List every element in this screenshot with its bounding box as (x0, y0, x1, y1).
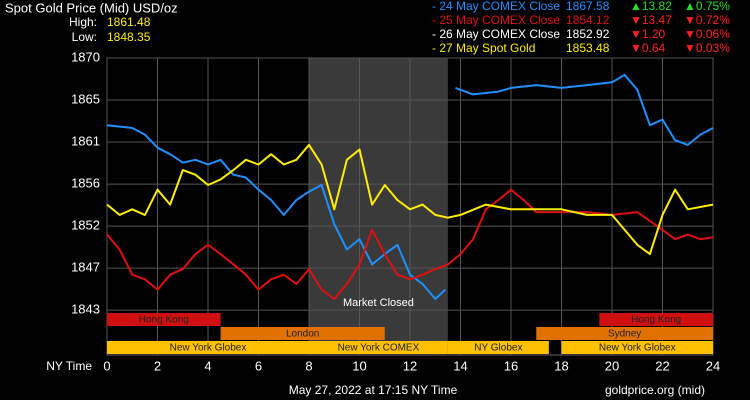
session-band: New York Globex (561, 341, 713, 354)
legend-change: ▲13.82 (630, 0, 672, 13)
session-bar (536, 327, 713, 340)
high-value: 1861.48 (107, 15, 151, 29)
x-tick-label: 14 (453, 358, 467, 373)
chart-title: Spot Gold Price (Mid) USD/oz (5, 0, 178, 15)
legend-close: 1854.12 (566, 13, 610, 27)
session-label: London (286, 329, 319, 340)
session-label: Sydney (608, 329, 641, 340)
high-label: High: (69, 15, 97, 29)
x-tick-label: 18 (554, 358, 568, 373)
session-band: Hong Kong (599, 313, 713, 326)
legend-change-pct: ▼0.72% (684, 13, 730, 27)
session-bar (447, 341, 549, 354)
session-bar (561, 341, 713, 354)
legend-change-pct: ▲0.75% (684, 0, 730, 13)
x-tick-label: 10 (352, 358, 366, 373)
x-tick-label: 22 (655, 358, 669, 373)
session-band: Sydney (536, 327, 713, 340)
legend-name: - 24 May COMEX Close (432, 0, 560, 13)
legend-close: 1853.48 (566, 41, 610, 55)
session-band: NY Globex (447, 341, 549, 354)
session-bar (220, 327, 385, 340)
session-label: Hong Kong (139, 315, 189, 326)
session-bar (599, 313, 713, 326)
y-tick-label: 1843 (71, 302, 100, 317)
x-tick-label: 4 (204, 358, 211, 373)
session-bar (107, 313, 221, 326)
low-label: Low: (72, 30, 97, 44)
footer: May 27, 2022 at 17:15 NY Time (289, 383, 458, 397)
session-label: Hong Kong (631, 315, 681, 326)
low-value: 1848.35 (107, 30, 151, 44)
session-band: New York Globex (107, 341, 309, 354)
legend-change: ▼1.20 (630, 27, 666, 41)
session-bar (309, 341, 448, 354)
x-tick-label: 0 (103, 358, 110, 373)
legend-change-pct: ▼0.06% (684, 27, 730, 41)
x-tick-label: 12 (403, 358, 417, 373)
y-tick-label: 1870 (71, 49, 100, 64)
legend-change-pct: ▼0.03% (684, 41, 730, 55)
session-band: Hong Kong (107, 313, 221, 326)
x-tick-label: 24 (706, 358, 720, 373)
session-band: New York COMEX (309, 341, 448, 354)
y-tick-label: 1847 (71, 260, 100, 275)
y-tick-label: 1852 (71, 218, 100, 233)
y-tick-label: 1861 (71, 133, 100, 148)
x-tick-label: 16 (504, 358, 518, 373)
x-tick-label: 2 (154, 358, 161, 373)
x-axis-label: NY Time (46, 359, 92, 373)
session-label: New York COMEX (338, 343, 420, 354)
legend-change: ▼0.64 (630, 41, 666, 55)
session-bar (107, 341, 309, 354)
session-label: NY Globex (474, 343, 522, 354)
x-tick-label: 6 (255, 358, 262, 373)
legend-close: 1867.58 (566, 0, 610, 13)
y-tick-label: 1865 (71, 91, 100, 106)
y-tick-label: 1856 (71, 176, 100, 191)
session-band: London (220, 327, 385, 340)
session-label: New York Globex (599, 343, 676, 354)
price-line (106, 143, 714, 256)
legend-name: - 25 May COMEX Close (432, 13, 560, 27)
legend-change: ▼13.47 (630, 13, 672, 27)
x-tick-label: 20 (605, 358, 619, 373)
source: goldprice.org (mid) (605, 383, 705, 397)
market-closed-label: Market Closed (343, 297, 414, 309)
legend-close: 1852.92 (566, 27, 610, 41)
x-tick-label: 8 (305, 358, 312, 373)
price-line (106, 73, 714, 300)
session-label: New York Globex (170, 343, 247, 354)
price-line (106, 188, 714, 300)
legend-name: - 26 May COMEX Close (432, 27, 560, 41)
legend-name: - 27 May Spot Gold (432, 41, 535, 55)
